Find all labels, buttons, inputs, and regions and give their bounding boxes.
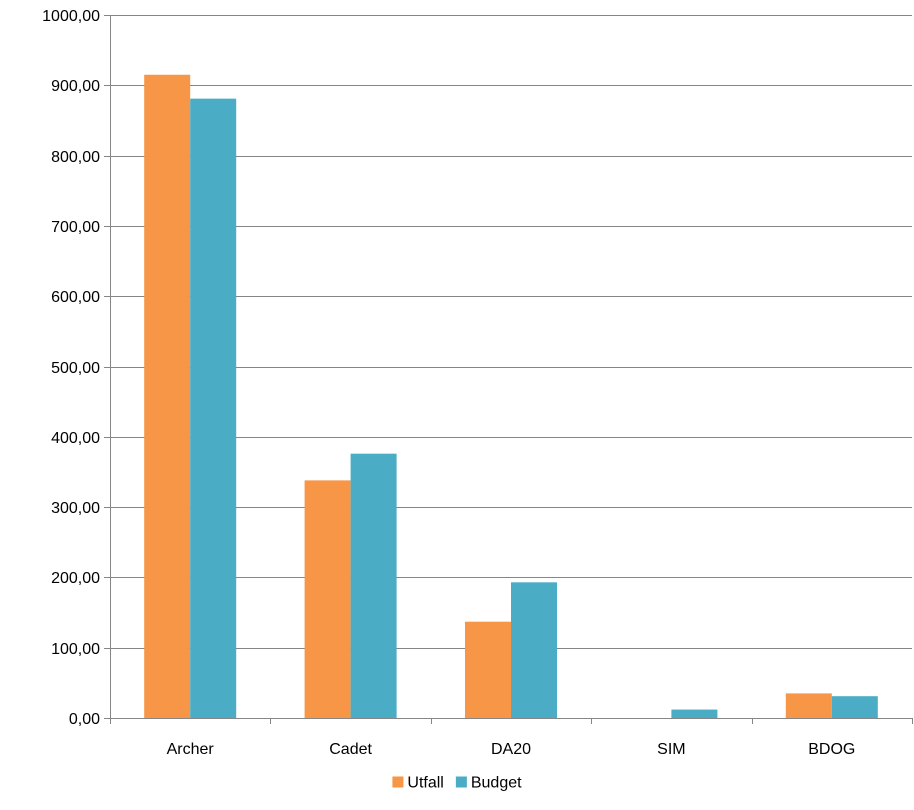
grid-lines	[110, 15, 912, 649]
y-tick-label: 100,00	[51, 641, 100, 658]
x-category-label: DA20	[491, 741, 531, 758]
legend-entry-budget: Budget	[455, 775, 522, 792]
axes	[104, 15, 913, 724]
y-tick-label: 500,00	[51, 360, 100, 377]
y-axis-tick-labels: 0,00 100,00 200,00 300,00 400,00 500,00 600,00…	[42, 8, 100, 728]
legend-swatch	[392, 776, 404, 788]
y-tick-label: 0,00	[69, 711, 100, 728]
legend-label: Budget	[471, 775, 522, 792]
bar-utfall-archer	[144, 74, 191, 718]
y-tick-label: 1000,00	[42, 8, 100, 25]
x-category-label: Cadet	[329, 741, 372, 758]
bar-budget-archer	[190, 98, 237, 719]
bar-budget-cadet	[350, 453, 397, 718]
x-category-label: Archer	[167, 741, 215, 758]
y-tick-label: 800,00	[51, 149, 100, 166]
bars	[144, 74, 878, 719]
y-tick-label: 700,00	[51, 219, 100, 236]
bar-budget-sim	[671, 709, 718, 718]
x-axis-category-labels: Archer Cadet DA20 SIM BDOG	[167, 741, 856, 758]
legend: Utfall Budget	[392, 775, 522, 792]
y-tick-label: 400,00	[51, 430, 100, 447]
bar-budget-bdog	[831, 696, 878, 718]
legend-label: Utfall	[407, 775, 443, 792]
y-tick-label: 900,00	[51, 78, 100, 95]
legend-swatch	[455, 776, 467, 788]
y-tick-label: 200,00	[51, 570, 100, 587]
bar-utfall-bdog	[785, 693, 832, 718]
y-tick-label: 300,00	[51, 500, 100, 517]
bar-utfall-cadet	[304, 480, 351, 718]
x-category-label: BDOG	[808, 741, 855, 758]
legend-entry-utfall: Utfall	[392, 775, 444, 792]
y-tick-label: 600,00	[51, 289, 100, 306]
bar-budget-da20	[511, 582, 557, 718]
x-category-label: SIM	[657, 741, 685, 758]
bar-utfall-da20	[465, 621, 511, 718]
